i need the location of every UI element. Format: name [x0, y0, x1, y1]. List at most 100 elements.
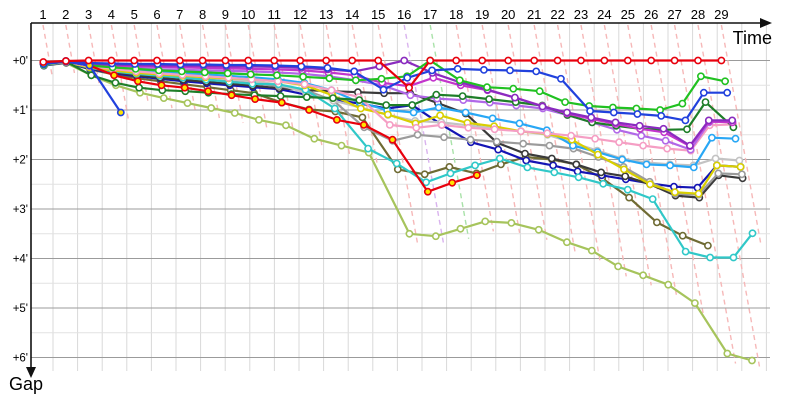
- data-point-marker: [597, 168, 605, 177]
- data-point-marker: [504, 56, 513, 65]
- lap-line-23: [580, 24, 627, 277]
- data-point-marker: [351, 76, 360, 85]
- y-tick-label-0: +0': [13, 56, 28, 68]
- data-point-marker: [437, 121, 446, 129]
- y-tick-labels: +0' +1' +2' +3' +4' +5' +6': [13, 56, 28, 365]
- data-point-marker: [277, 98, 286, 107]
- data-point-marker: [116, 108, 125, 117]
- data-point-marker: [110, 71, 118, 80]
- data-point-marker: [625, 193, 633, 202]
- x-tick-label-18: 18: [449, 7, 463, 22]
- data-point-marker: [648, 195, 657, 203]
- data-point-marker: [615, 138, 623, 147]
- data-point-marker: [270, 56, 279, 65]
- data-point-marker: [561, 98, 569, 106]
- data-point-marker: [251, 95, 259, 103]
- lap-line-12: [299, 24, 324, 149]
- series-line-red-retired-car: [42, 60, 478, 193]
- data-point-marker: [254, 116, 263, 124]
- data-point-marker: [348, 56, 357, 65]
- series-line-blue-retired-car: [42, 60, 122, 114]
- data-point-marker: [133, 77, 142, 86]
- data-point-marker: [659, 124, 668, 133]
- series-yellowgreen-car: [40, 59, 756, 365]
- data-point-marker: [244, 56, 253, 65]
- data-point-marker: [671, 188, 679, 197]
- data-point-marker: [609, 108, 618, 117]
- data-point-marker: [731, 134, 740, 143]
- data-point-marker: [276, 92, 285, 100]
- x-tick-label-6: 6: [153, 7, 160, 22]
- data-point-marker: [405, 229, 414, 238]
- data-point-marker: [382, 101, 391, 109]
- data-point-marker: [666, 161, 674, 170]
- data-point-marker: [379, 85, 388, 94]
- data-point-marker: [332, 116, 341, 124]
- data-point-marker: [377, 74, 386, 83]
- data-point-marker: [302, 93, 311, 101]
- data-point-marker: [458, 92, 467, 100]
- data-point-marker: [322, 56, 331, 65]
- data-point-marker: [227, 91, 236, 100]
- data-point-marker: [374, 56, 383, 65]
- data-point-marker: [422, 178, 430, 187]
- data-point-marker: [550, 168, 559, 177]
- data-point-marker: [653, 218, 661, 227]
- data-point-marker: [405, 83, 413, 92]
- data-point-marker: [383, 110, 392, 119]
- lap-line-25: [627, 24, 678, 295]
- data-point-marker: [748, 229, 757, 238]
- x-tick-label-23: 23: [574, 7, 588, 22]
- lap-line-3: [87, 24, 101, 86]
- data-point-marker: [198, 56, 207, 65]
- data-point-marker: [614, 262, 622, 271]
- data-point-marker: [563, 238, 571, 247]
- data-point-marker: [230, 109, 239, 117]
- data-point-marker: [633, 110, 642, 118]
- data-point-marker: [704, 241, 712, 250]
- x-tick-labels: 1 2 3 4 5 6 7 8 9 10 11 12 13 14 15 16 17 18 19 20 21 22 23 24 2…: [39, 7, 728, 22]
- data-point-marker: [618, 155, 627, 164]
- lap-line-13: [325, 24, 351, 156]
- data-point-marker: [453, 65, 462, 73]
- data-point-marker: [543, 129, 552, 138]
- gap-axis-title: Gap: [9, 374, 43, 394]
- data-point-marker: [600, 56, 609, 65]
- y-tick-label-4: +4': [13, 254, 28, 266]
- data-point-marker: [549, 161, 557, 170]
- data-point-marker: [694, 189, 703, 198]
- data-point-marker: [323, 64, 332, 72]
- data-point-marker: [200, 68, 209, 77]
- data-point-marker: [175, 56, 184, 65]
- lap-line-26: [650, 24, 704, 314]
- data-point-marker: [420, 170, 429, 179]
- data-point-marker: [204, 87, 212, 96]
- time-axis-title: Time: [733, 28, 772, 48]
- data-point-marker: [678, 231, 687, 240]
- data-point-marker: [471, 161, 479, 170]
- data-point-marker: [646, 180, 654, 189]
- x-tick-label-13: 13: [319, 7, 333, 22]
- data-point-marker: [594, 150, 602, 159]
- x-tick-label-24: 24: [597, 7, 611, 22]
- data-point-marker: [637, 131, 646, 140]
- data-point-marker: [547, 154, 556, 163]
- data-point-marker: [452, 56, 461, 65]
- data-point-marker: [400, 56, 409, 65]
- data-point-marker: [356, 104, 365, 113]
- x-tick-label-26: 26: [644, 7, 658, 22]
- x-tick-label-27: 27: [667, 7, 681, 22]
- data-point-marker: [591, 134, 599, 143]
- x-tick-label-1: 1: [39, 7, 46, 22]
- x-tick-label-8: 8: [199, 7, 206, 22]
- data-point-marker: [84, 56, 93, 65]
- data-point-marker: [494, 145, 503, 154]
- data-point-marker: [748, 356, 756, 365]
- x-tick-label-2: 2: [62, 7, 69, 22]
- data-point-marker: [517, 127, 525, 136]
- y-tick-label-2: +2': [13, 155, 28, 167]
- data-point-marker: [519, 139, 528, 148]
- data-point-marker: [553, 56, 562, 65]
- lap-line-7: [179, 24, 197, 114]
